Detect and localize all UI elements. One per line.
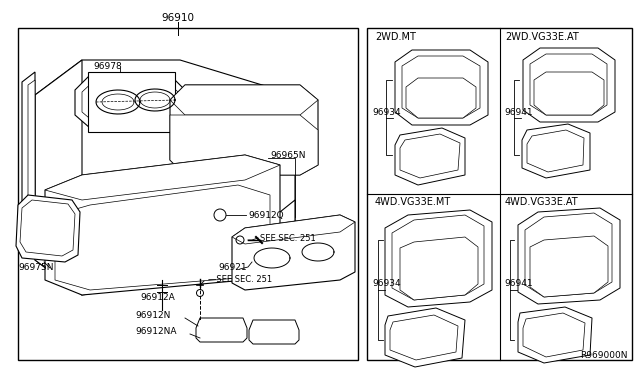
Text: 2WD.MT: 2WD.MT (375, 32, 416, 42)
Polygon shape (530, 54, 607, 115)
Polygon shape (525, 213, 612, 297)
Polygon shape (45, 155, 280, 295)
Polygon shape (35, 60, 295, 135)
Polygon shape (170, 115, 318, 175)
Polygon shape (88, 72, 175, 132)
Text: SEE SEC. 251: SEE SEC. 251 (260, 234, 316, 243)
Text: 4WD.VG33E.MT: 4WD.VG33E.MT (375, 197, 451, 207)
Polygon shape (534, 72, 604, 115)
Polygon shape (523, 313, 585, 357)
Polygon shape (385, 210, 492, 307)
Text: 96912NA: 96912NA (135, 327, 177, 337)
Text: 96975N: 96975N (18, 263, 54, 273)
Polygon shape (28, 80, 52, 214)
Polygon shape (402, 56, 480, 118)
Polygon shape (400, 134, 460, 178)
Polygon shape (232, 215, 355, 244)
Polygon shape (245, 95, 295, 270)
Polygon shape (18, 28, 358, 360)
Text: 96921: 96921 (218, 263, 246, 272)
Polygon shape (170, 85, 318, 115)
Text: 96978: 96978 (93, 61, 122, 71)
Polygon shape (406, 78, 476, 118)
Polygon shape (395, 50, 488, 125)
Text: 96934: 96934 (372, 108, 401, 116)
Polygon shape (82, 80, 178, 123)
Polygon shape (392, 215, 484, 300)
Polygon shape (527, 130, 584, 172)
Polygon shape (249, 320, 299, 344)
Polygon shape (75, 75, 185, 128)
Polygon shape (367, 28, 632, 360)
Text: 96912Q: 96912Q (248, 211, 284, 219)
Text: 96912A: 96912A (140, 294, 175, 302)
Text: —SEE SEC. 251: —SEE SEC. 251 (208, 275, 272, 283)
Polygon shape (232, 215, 355, 290)
Text: 96910: 96910 (161, 13, 195, 23)
Text: R969000N: R969000N (580, 352, 627, 360)
Polygon shape (522, 124, 590, 178)
Polygon shape (518, 208, 620, 304)
Polygon shape (385, 308, 465, 367)
Polygon shape (523, 48, 615, 122)
Polygon shape (390, 315, 458, 360)
Polygon shape (22, 72, 55, 228)
Polygon shape (530, 236, 608, 297)
Text: 96912N: 96912N (135, 311, 170, 321)
Polygon shape (35, 200, 295, 295)
Text: 96965N: 96965N (270, 151, 305, 160)
Text: 2WD.VG33E.AT: 2WD.VG33E.AT (505, 32, 579, 42)
Polygon shape (55, 185, 270, 290)
Polygon shape (35, 60, 82, 295)
Polygon shape (400, 237, 478, 300)
Text: 96941: 96941 (504, 108, 532, 116)
Polygon shape (395, 128, 465, 185)
Text: 4WD.VG33E.AT: 4WD.VG33E.AT (505, 197, 579, 207)
Polygon shape (170, 85, 318, 175)
Polygon shape (518, 307, 592, 363)
Polygon shape (16, 195, 80, 262)
Polygon shape (45, 155, 280, 200)
Polygon shape (196, 318, 247, 342)
Polygon shape (20, 200, 75, 256)
Text: 96934: 96934 (372, 279, 401, 288)
Text: 96941: 96941 (504, 279, 532, 288)
